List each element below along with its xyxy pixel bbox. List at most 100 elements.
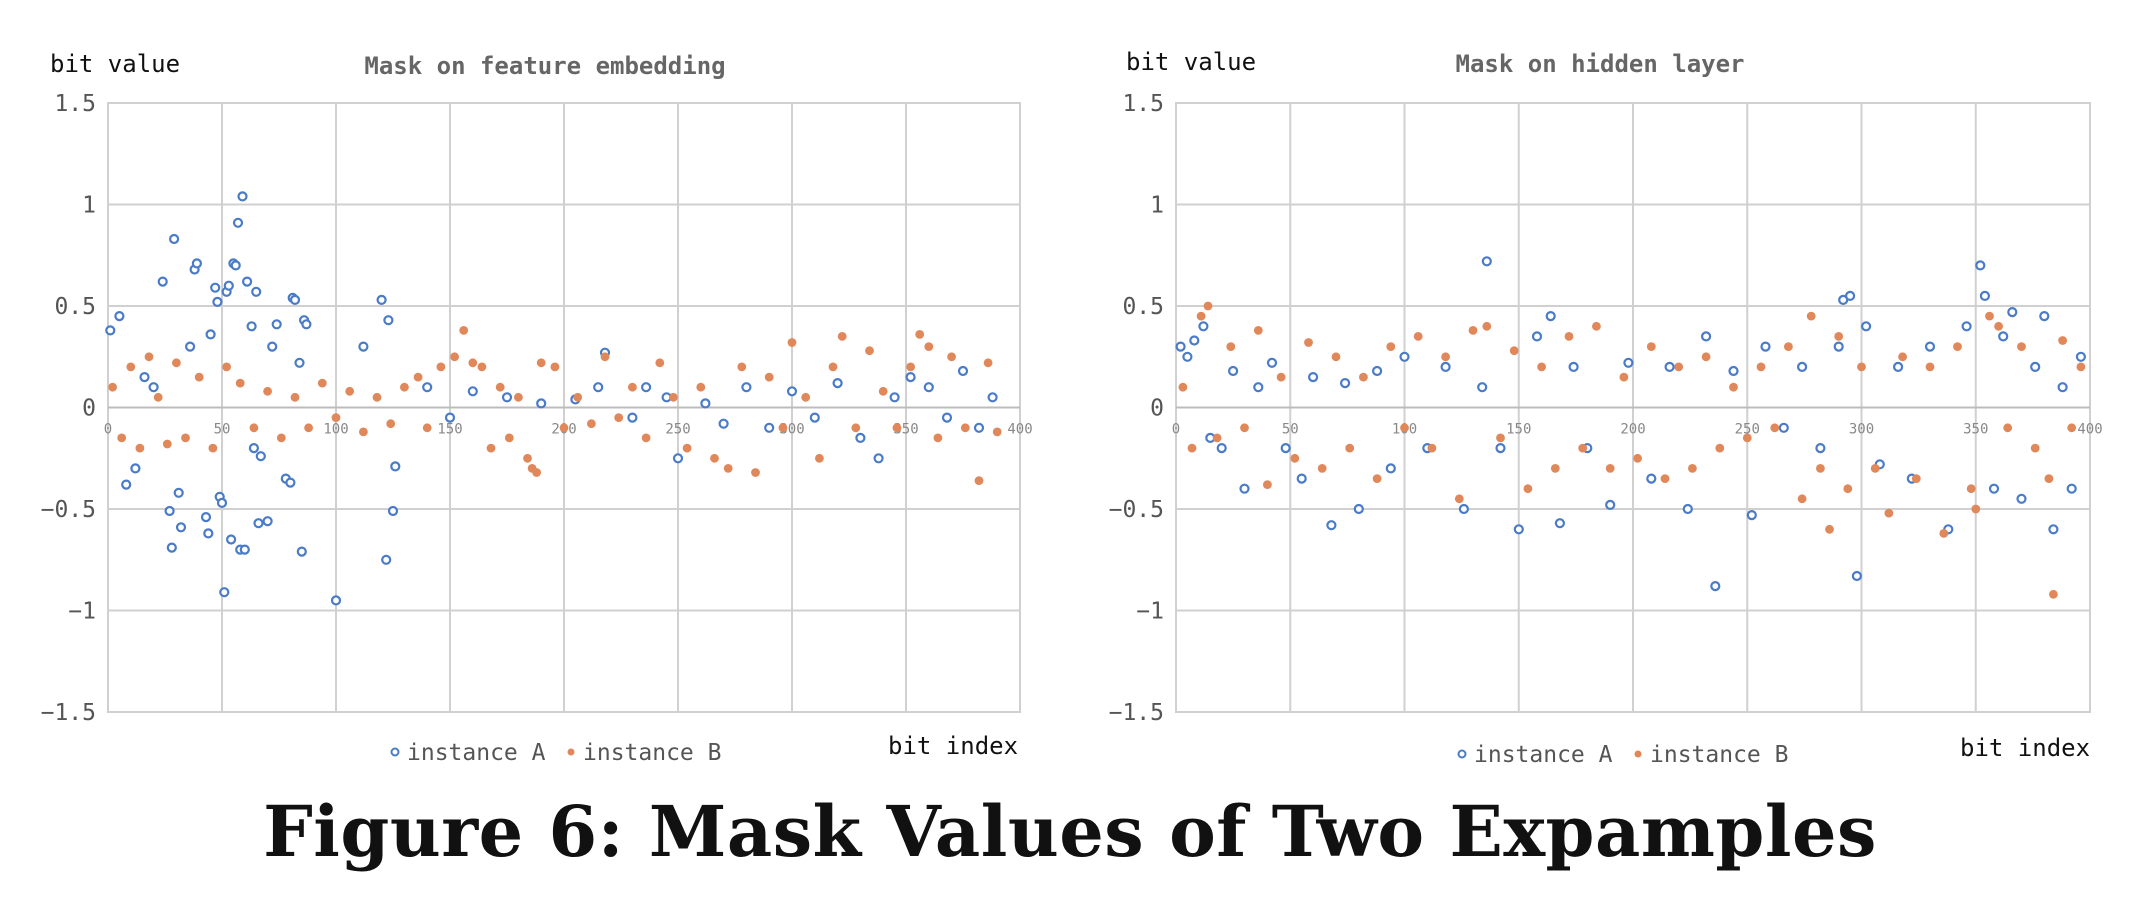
data-point bbox=[532, 468, 541, 477]
data-point bbox=[889, 392, 900, 403]
data-point bbox=[1386, 342, 1396, 351]
data-point bbox=[222, 362, 232, 372]
data-point bbox=[1710, 580, 1721, 592]
data-point bbox=[973, 422, 985, 433]
data-point bbox=[1898, 352, 1907, 362]
data-point bbox=[2057, 382, 2068, 393]
data-point bbox=[1458, 503, 1470, 515]
x-tick-label: 250 bbox=[665, 422, 690, 438]
data-point bbox=[828, 362, 838, 372]
data-point bbox=[400, 382, 409, 392]
data-point bbox=[1399, 351, 1410, 362]
data-point bbox=[514, 392, 523, 402]
data-point bbox=[1664, 361, 1675, 372]
data-point bbox=[1998, 331, 2009, 342]
data-point bbox=[108, 382, 117, 392]
data-point bbox=[1578, 443, 1588, 453]
data-point bbox=[960, 423, 970, 433]
data-point bbox=[906, 362, 915, 372]
data-point bbox=[194, 372, 204, 382]
data-point bbox=[787, 338, 797, 347]
data-point bbox=[1701, 352, 1711, 362]
data-point bbox=[865, 346, 874, 356]
data-point bbox=[2016, 493, 2027, 504]
data-point bbox=[444, 412, 456, 423]
data-point bbox=[1619, 372, 1629, 382]
x-axis-label: bit index bbox=[888, 732, 1018, 760]
y-axis-label: bit value bbox=[50, 50, 180, 78]
data-point bbox=[358, 341, 369, 352]
data-point bbox=[126, 362, 136, 372]
data-point bbox=[185, 341, 196, 352]
data-point bbox=[837, 332, 847, 341]
data-point bbox=[1911, 474, 1921, 483]
y-tick-label: 1 bbox=[1150, 193, 1164, 219]
data-point bbox=[1700, 331, 1712, 342]
y-tick-label: 1 bbox=[82, 193, 96, 219]
data-point bbox=[1227, 365, 1239, 377]
data-point bbox=[422, 423, 432, 433]
data-point bbox=[1623, 357, 1634, 368]
data-point bbox=[1413, 332, 1423, 341]
data-point bbox=[1857, 362, 1866, 372]
data-point bbox=[1496, 433, 1505, 443]
data-point bbox=[1834, 332, 1844, 341]
data-point bbox=[330, 595, 342, 606]
data-point bbox=[1385, 463, 1396, 474]
data-point bbox=[486, 443, 496, 453]
data-point bbox=[1513, 524, 1524, 535]
data-point bbox=[121, 479, 132, 490]
data-point bbox=[1353, 503, 1364, 515]
data-point bbox=[741, 382, 752, 393]
data-point bbox=[232, 217, 244, 228]
data-point bbox=[1729, 382, 1738, 392]
data-point bbox=[923, 382, 934, 393]
data-point bbox=[1994, 321, 2003, 331]
data-point bbox=[495, 382, 505, 392]
data-point bbox=[1988, 483, 2000, 494]
data-point bbox=[855, 432, 866, 443]
data-point bbox=[157, 276, 168, 287]
data-point bbox=[169, 233, 180, 245]
data-point bbox=[1239, 483, 1250, 494]
data-point bbox=[117, 433, 127, 443]
legend-label: instance A bbox=[1474, 742, 1613, 768]
data-point bbox=[1545, 311, 1556, 322]
data-point bbox=[212, 296, 223, 307]
data-point bbox=[276, 433, 286, 443]
data-point bbox=[1372, 474, 1382, 483]
data-point bbox=[696, 382, 706, 392]
data-point bbox=[2003, 423, 2013, 433]
data-point bbox=[1468, 326, 1478, 335]
data-point bbox=[640, 382, 652, 393]
legend-marker bbox=[567, 748, 575, 756]
data-point bbox=[1304, 338, 1313, 347]
x-tick-label: 300 bbox=[1849, 422, 1874, 438]
data-point bbox=[223, 280, 234, 291]
data-point bbox=[627, 412, 638, 423]
data-point bbox=[987, 392, 998, 403]
data-point bbox=[672, 453, 684, 464]
data-point bbox=[301, 319, 312, 330]
y-tick-label: −1.5 bbox=[1109, 700, 1164, 726]
data-point bbox=[1253, 382, 1264, 393]
data-point bbox=[573, 392, 583, 402]
data-point bbox=[2044, 474, 2054, 483]
data-point bbox=[1825, 524, 1834, 534]
data-point bbox=[1605, 464, 1615, 473]
data-point bbox=[737, 362, 747, 372]
data-point bbox=[1660, 474, 1670, 483]
data-point bbox=[249, 423, 259, 433]
data-point bbox=[2066, 483, 2077, 494]
data-point bbox=[915, 330, 925, 339]
data-point bbox=[262, 516, 273, 527]
data-point bbox=[1742, 433, 1752, 443]
data-point bbox=[468, 358, 478, 368]
data-point bbox=[778, 423, 788, 433]
data-point bbox=[718, 418, 729, 429]
data-point bbox=[210, 282, 221, 293]
data-point bbox=[1317, 464, 1327, 473]
data-point bbox=[1844, 290, 1856, 301]
data-point bbox=[2049, 589, 2058, 599]
legend-marker bbox=[1457, 749, 1467, 759]
